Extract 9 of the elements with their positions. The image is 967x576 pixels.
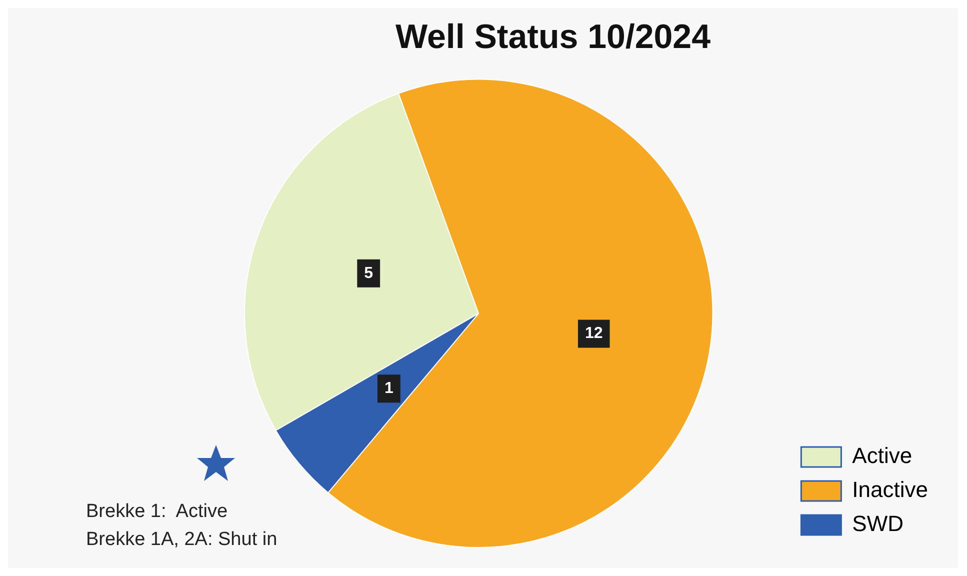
chart-title: Well Status 10/2024 [396,18,711,56]
text: Brekke 1A, 2A: Shut in [86,528,278,552]
data-label: 5 [364,264,374,282]
legend-label: Active [852,443,912,468]
data-label: 12 [584,325,603,342]
text: Brekke 1: Active [86,500,229,524]
data-label: 1 [384,380,394,398]
legend-label: Inactive [852,477,928,502]
legend-label: SWD [852,511,904,536]
